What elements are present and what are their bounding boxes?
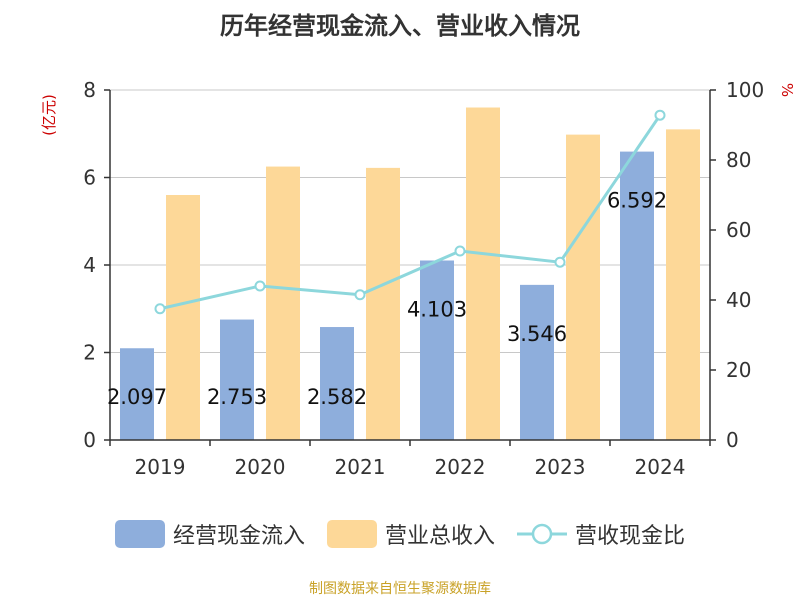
x-axis-tick-label: 2023 bbox=[535, 455, 586, 479]
right-axis-tick-label: 60 bbox=[726, 218, 751, 242]
data-label-cash-inflow: 3.546 bbox=[507, 322, 567, 346]
bar-cash-inflow bbox=[320, 327, 354, 440]
legend-item-revenue[interactable]: 营业总收入 bbox=[326, 518, 495, 550]
left-axis-tick-label: 6 bbox=[83, 166, 96, 190]
point-ratio bbox=[254, 280, 266, 292]
left-axis-unit: (亿元) bbox=[40, 94, 58, 136]
left-axis-tick-label: 4 bbox=[83, 253, 96, 277]
bar-revenue bbox=[566, 134, 600, 440]
x-axis-tick-label: 2021 bbox=[335, 455, 386, 479]
right-axis-tick-label: 0 bbox=[726, 428, 739, 452]
bar-cash-inflow bbox=[220, 319, 254, 440]
bar-revenue bbox=[666, 129, 700, 440]
bar-cash-inflow bbox=[420, 260, 454, 440]
legend-swatch-ratio bbox=[517, 523, 567, 545]
point-ratio bbox=[554, 256, 566, 268]
data-label-cash-inflow: 2.753 bbox=[207, 385, 267, 409]
right-axis-tick-label: 80 bbox=[726, 148, 751, 172]
bar-cash-inflow bbox=[620, 151, 654, 440]
point-ratio bbox=[654, 109, 666, 121]
left-axis-tick-label: 8 bbox=[83, 78, 96, 102]
line-ratio bbox=[159, 114, 662, 311]
data-label-cash-inflow: 4.103 bbox=[407, 297, 467, 321]
x-axis-tick-label: 2022 bbox=[435, 455, 486, 479]
bar-revenue bbox=[366, 167, 400, 440]
left-axis-tick-label: 0 bbox=[83, 428, 96, 452]
right-axis-tick-label: 20 bbox=[726, 358, 751, 382]
data-label-cash-inflow: 6.592 bbox=[607, 189, 667, 213]
point-ratio bbox=[154, 303, 166, 315]
chart-title: 历年经营现金流入、营业收入情况 bbox=[220, 12, 580, 40]
legend-item-cash-inflow[interactable]: 经营现金流入 bbox=[114, 518, 305, 550]
data-label-cash-inflow: 2.097 bbox=[107, 385, 167, 409]
point-ratio bbox=[454, 245, 466, 257]
bar-cash-inflow bbox=[120, 348, 154, 440]
right-axis-unit: % bbox=[778, 83, 796, 97]
point-ratio bbox=[354, 289, 366, 301]
legend-item-ratio[interactable]: 营收现金比 bbox=[517, 518, 685, 550]
legend-swatch-cash-inflow bbox=[114, 520, 165, 548]
x-axis-tick-label: 2024 bbox=[635, 455, 686, 479]
source-note: 制图数据来自恒生聚源数据库 bbox=[309, 581, 491, 597]
left-axis-tick-label: 2 bbox=[83, 341, 96, 365]
right-axis-tick-label: 100 bbox=[726, 78, 764, 102]
data-label-cash-inflow: 2.582 bbox=[307, 385, 367, 409]
bar-revenue bbox=[166, 195, 200, 440]
legend-label-cash-inflow: 经营现金流入 bbox=[172, 524, 305, 549]
bar-revenue bbox=[266, 166, 300, 440]
legend-marker-ratio bbox=[531, 523, 553, 545]
right-axis-tick-label: 40 bbox=[726, 288, 751, 312]
x-axis-tick-label: 2020 bbox=[235, 455, 286, 479]
x-axis-tick-label: 2019 bbox=[135, 455, 186, 479]
legend-label-revenue: 营业总收入 bbox=[384, 524, 495, 549]
bar-revenue bbox=[466, 107, 500, 440]
legend-swatch-revenue bbox=[326, 520, 377, 548]
legend: 经营现金流入 营业总收入 营收现金比 bbox=[0, 512, 800, 556]
bar-cash-inflow bbox=[520, 284, 554, 440]
legend-label-ratio: 营收现金比 bbox=[575, 524, 686, 549]
